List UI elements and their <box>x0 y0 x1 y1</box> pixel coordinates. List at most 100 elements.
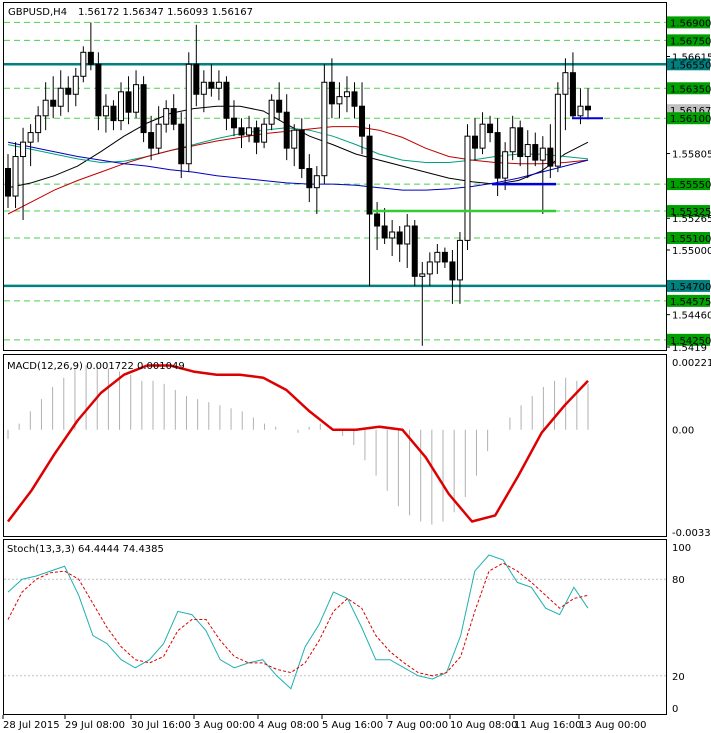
price-tag-box <box>667 231 710 244</box>
candle-body <box>261 123 268 143</box>
candle-body <box>27 132 34 143</box>
price-tag-box <box>667 205 710 218</box>
candle-body <box>102 105 109 117</box>
candle-body <box>585 105 591 111</box>
candle-body <box>42 99 49 117</box>
candle-body <box>5 168 11 197</box>
stoch-tick-label: 80 <box>672 575 685 586</box>
candle-body <box>464 135 471 241</box>
candle-body <box>539 147 546 161</box>
stoch-tick-label: 0 <box>672 704 678 715</box>
candle-body <box>359 105 366 137</box>
candle-body <box>517 127 524 158</box>
candle-body <box>524 144 531 158</box>
stoch-pane-frame <box>3 539 667 715</box>
price-tag-label: 1.55100 <box>670 234 711 245</box>
candle-body <box>419 273 426 277</box>
price-tag-box <box>667 333 710 346</box>
candle-body <box>140 84 147 134</box>
candle-body <box>449 261 456 281</box>
x-tick-label: 13 Aug 00:00 <box>579 720 646 731</box>
candle-body <box>374 213 381 227</box>
candle-body <box>95 63 102 117</box>
macd-layer <box>7 364 589 525</box>
y-tick-label: 1.55805 <box>672 150 711 161</box>
x-tick-label: 3 Aug 00:00 <box>194 720 255 731</box>
candle-body <box>170 108 177 125</box>
candle-body <box>80 51 87 77</box>
candle-body <box>117 91 124 122</box>
candle-body <box>178 123 185 165</box>
candle-body <box>155 123 162 149</box>
candle-body <box>133 84 140 113</box>
price-tag-box <box>667 58 710 71</box>
candle-body <box>434 251 441 263</box>
price-tag-box <box>667 178 710 191</box>
price-tag-box <box>667 82 710 95</box>
symbol-label: GBPUSD,H4 <box>8 7 67 18</box>
ohlc-readout: 1.56172 1.56347 1.56093 1.56167 <box>78 7 253 18</box>
macd-pane-frame <box>3 354 667 537</box>
price-tag-box <box>667 16 710 29</box>
x-tick-label: 29 Jul 08:00 <box>65 720 125 731</box>
candle-body <box>230 117 237 129</box>
candle-body <box>298 129 305 170</box>
x-tick-label: 28 Jul 2015 <box>3 720 60 731</box>
price-tag-label: 1.56550 <box>670 60 711 71</box>
candle-body <box>396 231 403 245</box>
candle-body <box>238 127 245 136</box>
y-tick-label: 1.56615 <box>672 53 711 64</box>
candle-body <box>223 81 230 119</box>
candle-body <box>494 132 501 179</box>
price-tag-label: 1.56750 <box>670 36 711 47</box>
moving-average-line <box>7 126 589 215</box>
stoch-tick-label: 20 <box>672 672 685 683</box>
price-tag-label: 1.55325 <box>670 207 711 218</box>
axis-layer: 1.56900 1.56750 1.56550 1.56350 1.561671.561… <box>2 16 711 731</box>
candle-body <box>35 115 42 134</box>
x-tick-label: 5 Aug 16:00 <box>322 720 383 731</box>
candle-body <box>343 91 350 98</box>
price-tag-box <box>667 112 710 125</box>
candle-body <box>532 144 539 161</box>
x-tick-label: 30 Jul 16:00 <box>131 720 191 731</box>
macd-signal-line <box>7 364 589 523</box>
candle-body <box>569 72 576 117</box>
candle-body <box>65 87 72 95</box>
price-tag-box <box>667 279 710 292</box>
price-tag-label: 1.54575 <box>670 297 711 308</box>
candle-body <box>336 96 343 105</box>
macd-title: MACD(12,26,9) 0.001722 0.001049 <box>7 361 185 372</box>
candle-body <box>291 129 298 149</box>
candle-body <box>411 225 418 277</box>
stoch-title: Stoch(13,3,3) 64.4444 74.4385 <box>7 544 164 555</box>
candle-body <box>502 151 509 179</box>
candle-body <box>276 99 283 113</box>
candle-body <box>20 141 27 158</box>
candle-body <box>389 231 396 239</box>
price-tag-box <box>667 34 710 47</box>
y-tick-label: 1.55000 <box>672 246 711 257</box>
candle-body <box>12 156 19 197</box>
candle-body <box>472 135 479 149</box>
candle-body <box>328 81 335 105</box>
x-tick-label: 4 Aug 08:00 <box>258 720 319 731</box>
x-tick-label: 7 Aug 00:00 <box>387 720 448 731</box>
stoch-layer <box>4 554 666 690</box>
candle-body <box>313 175 320 189</box>
candle-body <box>193 63 200 95</box>
macd-tick-label: 0.00 <box>672 426 694 437</box>
candle-body <box>441 251 448 263</box>
price-tag-label: 1.56167 <box>670 106 711 117</box>
candle-body <box>456 239 463 281</box>
candle-body <box>404 225 411 245</box>
candle-body <box>87 51 94 65</box>
moving-average-line <box>7 127 589 164</box>
candle-body <box>57 87 64 107</box>
candle-body <box>283 111 290 149</box>
candle-body <box>125 91 132 113</box>
candle-body <box>72 75 79 95</box>
price-tag-label: 1.55550 <box>670 180 711 191</box>
candle-body <box>381 225 388 239</box>
